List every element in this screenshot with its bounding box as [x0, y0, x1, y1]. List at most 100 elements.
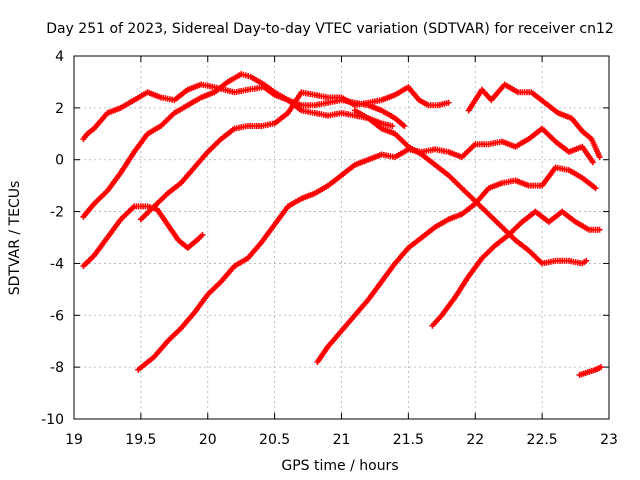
data-point [247, 125, 249, 127]
data-point [106, 236, 109, 239]
data-point [599, 229, 601, 231]
y-tick-label: 2 [55, 101, 64, 117]
data-point [140, 218, 142, 220]
series-arc-2 [80, 71, 408, 220]
series-arc-1 [80, 81, 396, 142]
y-tick-labels: 4 2 0 -2 -4 -6 -8 -10 [41, 49, 64, 428]
data-point [595, 187, 597, 189]
data-point [407, 86, 409, 88]
data-point [581, 262, 583, 265]
data-point [394, 156, 396, 158]
data-point [327, 345, 329, 347]
x-tick-label: 20 [199, 432, 217, 448]
data-point [200, 96, 202, 99]
data-point [260, 125, 262, 127]
data-point [177, 239, 179, 241]
data-point [490, 99, 492, 101]
data-point [133, 99, 135, 101]
series-arc-8 [429, 208, 603, 329]
data-point [454, 296, 456, 298]
data-point [180, 327, 182, 329]
data-point [340, 112, 343, 114]
data-point [488, 143, 490, 145]
data-point [561, 210, 563, 213]
data-point [86, 133, 88, 135]
data-point [461, 156, 463, 158]
data-point [588, 229, 590, 231]
y-tick-label: 4 [55, 49, 64, 65]
data-point [574, 221, 577, 223]
data-point [274, 91, 276, 93]
series-arc-6 [314, 164, 599, 365]
y-tick-label: -2 [50, 205, 64, 221]
data-point [207, 151, 209, 153]
data-point [314, 104, 316, 106]
data-point [316, 361, 319, 363]
data-point [287, 99, 289, 101]
data-point [160, 96, 162, 99]
data-point [407, 247, 409, 249]
data-point [530, 91, 533, 93]
data-point [501, 226, 503, 228]
data-point [193, 166, 195, 169]
data-point [461, 187, 463, 189]
data-point [367, 102, 369, 104]
x-tick-label: 23 [600, 432, 618, 448]
data-point [340, 96, 343, 99]
series-markers [314, 164, 599, 365]
data-point [93, 128, 95, 130]
series-markers [80, 81, 396, 142]
series-markers [576, 364, 604, 378]
data-point [193, 312, 195, 314]
data-point [367, 159, 369, 161]
data-point [544, 102, 546, 104]
data-point [394, 133, 396, 135]
x-tick-labels: 19 19.5 20 20.5 21 21.5 22 22.5 23 [65, 432, 618, 448]
data-point [585, 260, 587, 262]
data-point [327, 115, 329, 117]
data-point [467, 275, 470, 277]
data-point [207, 293, 209, 296]
data-point [247, 89, 249, 91]
data-point [367, 299, 369, 301]
data-point [381, 99, 383, 101]
data-point [213, 91, 216, 93]
series-markers [429, 208, 603, 329]
data-point [381, 109, 383, 112]
data-point [381, 153, 383, 156]
data-point [82, 265, 84, 267]
data-point [394, 262, 396, 265]
data-series [80, 71, 604, 378]
data-point [595, 369, 597, 371]
data-point [120, 172, 122, 174]
data-point [467, 109, 470, 112]
x-axis-title: GPS time / hours [281, 458, 398, 474]
data-point [421, 236, 423, 239]
data-point [407, 146, 409, 148]
data-point [421, 153, 423, 156]
axis-ticks [73, 55, 610, 420]
data-point [133, 205, 135, 207]
data-point [541, 262, 543, 265]
data-point [300, 109, 302, 112]
data-point [260, 242, 262, 244]
data-point [381, 122, 383, 125]
data-point [541, 128, 543, 130]
data-point [418, 99, 420, 101]
series-markers [351, 107, 590, 267]
data-point [196, 239, 198, 241]
data-point [474, 143, 476, 145]
data-point [240, 73, 242, 75]
data-point [274, 122, 276, 125]
data-point [233, 128, 236, 130]
data-point [314, 94, 316, 96]
data-point [173, 112, 175, 114]
data-point [327, 96, 329, 99]
data-point [474, 200, 476, 202]
x-tick-label: 19 [65, 432, 83, 448]
data-point [167, 340, 169, 342]
data-point [340, 330, 343, 332]
data-point [534, 210, 537, 213]
series-arc-3 [80, 203, 206, 269]
